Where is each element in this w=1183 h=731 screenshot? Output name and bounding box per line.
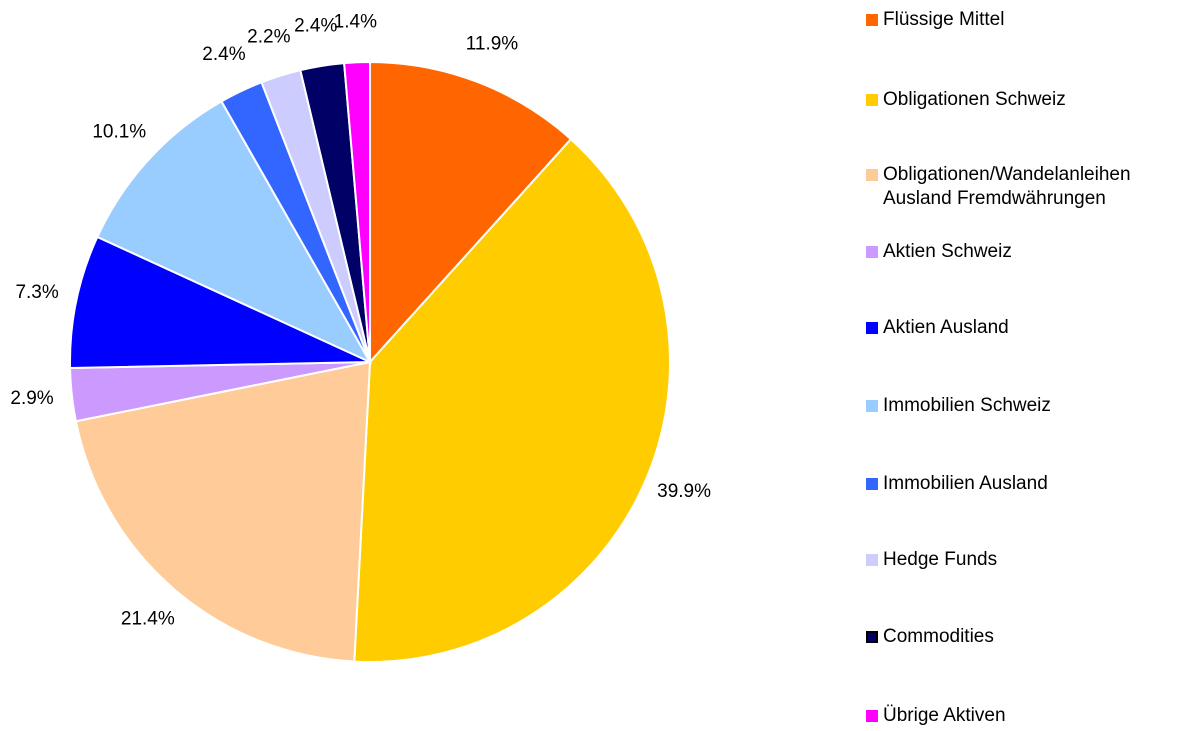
legend-swatch [866,631,878,643]
data-label: 7.3% [15,282,58,303]
data-label: 2.4% [294,15,337,36]
data-label: 1.4% [334,11,377,32]
legend-item: Immobilien Ausland [866,472,1176,496]
legend-label: Immobilien Schweiz [883,395,1051,416]
legend-swatch [866,710,878,722]
legend-label: Immobilien Ausland [883,473,1048,494]
legend-item: Obligationen Schweiz [866,88,1176,112]
legend-swatch [866,554,878,566]
pie-slice [353,137,671,663]
data-label: 2.2% [247,26,290,47]
legend-label: Aktien Schweiz [883,241,1012,262]
legend-item: Obligationen/Wandelanleihen Ausland Frem… [866,163,1176,211]
data-label: 2.9% [10,388,53,409]
legend-label: Obligationen Schweiz [883,89,1066,110]
legend-swatch [866,400,878,412]
legend-swatch [866,14,878,26]
legend-item: Übrige Aktiven [866,704,1176,728]
legend-label: Commodities [883,626,994,647]
legend-item: Immobilien Schweiz [866,394,1176,418]
legend-item: Hedge Funds [866,548,1176,572]
legend-swatch [866,322,878,334]
data-label: 10.1% [92,121,146,142]
pie-slice [69,235,371,370]
chart: 11.9% 39.9% 21.4% 2.9% 7.3% 10.1% 2.4%2.2%2.4%… [10,11,711,663]
legend-swatch [866,478,878,490]
legend-label: Hedge Funds [883,549,998,570]
legend-swatch [866,94,878,106]
data-label: 2.4% [202,44,245,65]
pie-slice [74,360,372,663]
legend-item: Aktien Schweiz [866,240,1176,264]
pie-slice [95,99,373,365]
pie-slice [369,60,573,365]
legend-label: Obligationen/Wandelanleihen Ausland Frem… [883,164,1131,209]
legend-item: Flüssige Mittel [866,8,1176,32]
legend-label: Übrige Aktiven [883,705,1006,726]
legend-label: Flüssige Mittel [883,9,1005,30]
data-label: 11.9% [466,34,519,55]
pie-slice [343,60,371,363]
legend-item: Commodities [866,625,1176,649]
legend-item: Aktien Ausland [866,316,1176,340]
data-label: 21.4% [121,608,175,629]
legend-swatch [866,169,878,181]
legend-swatch [866,246,878,258]
data-label: 39.9% [657,481,711,502]
legend-label: Aktien Ausland [883,317,1009,338]
